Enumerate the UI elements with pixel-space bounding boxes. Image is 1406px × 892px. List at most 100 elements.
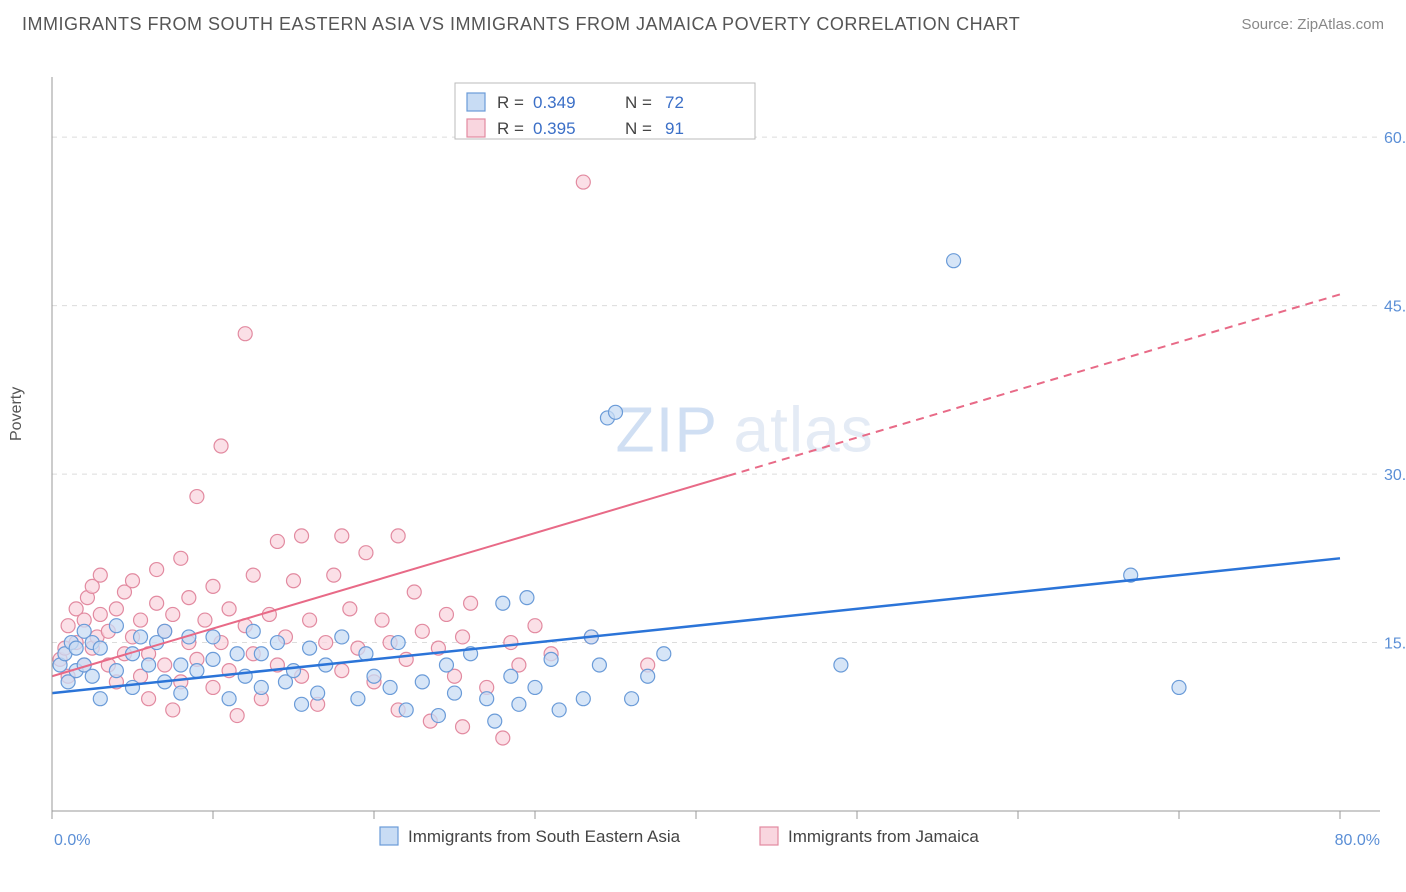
data-point [576,175,590,189]
data-point [415,624,429,638]
data-point [222,692,236,706]
data-point [488,714,502,728]
data-point [93,641,107,655]
data-point [287,664,301,678]
data-point [230,647,244,661]
data-point [295,697,309,711]
data-point [158,624,172,638]
data-point [85,669,99,683]
legend-n-value: 91 [665,119,684,138]
data-point [287,574,301,588]
legend-swatch [380,827,398,845]
data-point [311,686,325,700]
data-point [214,439,228,453]
data-point [319,636,333,650]
data-point [834,658,848,672]
data-point [528,680,542,694]
legend-r-label: R = [497,119,524,138]
data-point [61,619,75,633]
legend-r-value: 0.349 [533,93,576,112]
data-point [456,720,470,734]
data-point [238,327,252,341]
data-point [375,613,389,627]
data-point [552,703,566,717]
source-label: Source: ZipAtlas.com [1241,16,1384,33]
legend-n-label: N = [625,93,652,112]
data-point [246,624,260,638]
data-point [641,669,655,683]
legend-swatch [467,93,485,111]
data-point [520,591,534,605]
data-point [158,658,172,672]
x-tick-label: 0.0% [54,832,90,849]
data-point [93,607,107,621]
data-point [335,630,349,644]
data-point [182,591,196,605]
data-point [496,731,510,745]
y-tick-label: 45.0% [1384,299,1406,316]
legend-swatch [467,119,485,137]
data-point [335,529,349,543]
data-point [303,641,317,655]
scatter-chart: ZIPatlas 0.0% 80.0% 15.0% 30.0% 45.0% 60.0% R =… [0,41,1406,871]
data-point [439,607,453,621]
data-point [166,607,180,621]
data-point [303,613,317,627]
legend-series-label: Immigrants from Jamaica [788,827,979,846]
data-point [134,613,148,627]
data-point [206,630,220,644]
data-point [109,619,123,633]
data-point [592,658,606,672]
data-point [126,680,140,694]
data-point [947,254,961,268]
data-point [295,529,309,543]
data-point [174,658,188,672]
data-point [512,697,526,711]
y-tick-label: 15.0% [1384,636,1406,653]
watermark-atlas: atlas [734,394,874,466]
data-point [206,680,220,694]
data-point [174,551,188,565]
data-point [625,692,639,706]
data-point [335,664,349,678]
data-point [456,630,470,644]
data-point [464,596,478,610]
y-tick-label: 60.0% [1384,130,1406,147]
data-point [399,703,413,717]
data-point [69,641,83,655]
data-point [383,680,397,694]
data-point [254,680,268,694]
data-point [198,613,212,627]
data-point [1172,680,1186,694]
data-point [109,664,123,678]
data-point [190,664,204,678]
data-point [150,563,164,577]
data-point [222,602,236,616]
data-point [142,658,156,672]
chart-title: IMMIGRANTS FROM SOUTH EASTERN ASIA VS IM… [22,14,1020,35]
data-point [448,686,462,700]
data-point [351,692,365,706]
chart-container: Poverty ZIPatlas0.0%80.0%15.0%30.0%45.0%… [0,41,1406,851]
legend-r-value: 0.395 [533,119,576,138]
data-point [359,546,373,560]
data-point [544,652,558,666]
data-point [109,602,123,616]
watermark-zip: ZIP [616,394,719,466]
legend-n-value: 72 [665,93,684,112]
data-point [93,692,107,706]
x-tick-label: 80.0% [1335,832,1380,849]
data-point [93,568,107,582]
data-point [496,596,510,610]
legend-r-label: R = [497,93,524,112]
chart-header: IMMIGRANTS FROM SOUTH EASTERN ASIA VS IM… [0,0,1406,41]
y-tick-label: 30.0% [1384,467,1406,484]
data-point [270,636,284,650]
data-point [126,574,140,588]
data-point [327,568,341,582]
data-point [174,686,188,700]
data-point [657,647,671,661]
data-point [134,630,148,644]
data-point [190,490,204,504]
data-point [367,669,381,683]
